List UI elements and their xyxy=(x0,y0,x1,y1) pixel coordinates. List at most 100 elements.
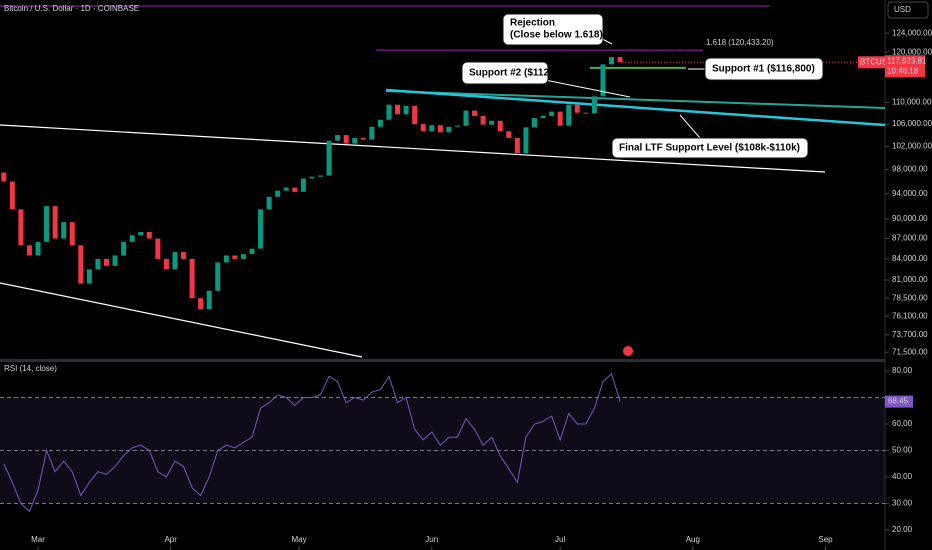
x-tick-label: Apr xyxy=(164,535,177,544)
candle-body xyxy=(352,137,358,144)
y-tick-label: 110,000.00 xyxy=(892,98,932,107)
candle-body xyxy=(249,248,255,255)
currency: USD xyxy=(894,5,911,14)
candle-body xyxy=(506,131,512,138)
candle-body xyxy=(360,137,366,140)
candle-body xyxy=(275,190,281,197)
x-tick-label: Sep xyxy=(818,535,833,544)
candle-body xyxy=(69,222,75,246)
drawings xyxy=(0,5,886,358)
candle-body xyxy=(155,238,161,259)
y-tick-label: 106,000.00 xyxy=(892,119,932,128)
symbol: BTCUSD xyxy=(860,57,893,66)
candle-body xyxy=(531,118,537,128)
candle-body xyxy=(369,126,375,140)
y-tick-label: 60.00 xyxy=(892,419,913,428)
callout-text: Support #2 ($112,000) xyxy=(469,68,572,79)
candle-body xyxy=(497,120,503,132)
y-tick-label: 87,000.00 xyxy=(892,234,928,243)
candle-body xyxy=(172,252,178,270)
callout-text: (Close below 1.618) xyxy=(510,30,603,41)
candle-body xyxy=(591,96,597,114)
candle-body xyxy=(429,125,435,132)
x-tick-label: Mar xyxy=(31,535,45,544)
candle-body xyxy=(258,209,264,249)
candle-body xyxy=(138,231,144,236)
candle-body xyxy=(309,176,315,179)
candle-body xyxy=(412,105,418,125)
x-tick-label: May xyxy=(292,535,307,544)
y-tick-label: 73,700.00 xyxy=(892,330,928,339)
candle-body xyxy=(437,125,443,133)
candle-body xyxy=(26,245,32,256)
candle-body xyxy=(283,187,289,191)
candle-body xyxy=(300,178,306,192)
candle-body xyxy=(317,175,323,177)
y-tick-label: 90,000.00 xyxy=(892,214,928,223)
candle-body xyxy=(52,206,58,239)
candle-body xyxy=(574,104,580,113)
y-tick-label: 40.00 xyxy=(892,472,913,481)
trendline xyxy=(0,124,826,173)
y-tick-label: 50.00 xyxy=(892,446,913,455)
y-tick-label: 124,000.00 xyxy=(892,28,932,37)
x-tick-label: Jun xyxy=(425,535,438,544)
candle-body xyxy=(617,57,623,63)
candle-body xyxy=(335,135,341,141)
price-tag xyxy=(885,55,925,78)
candle-body xyxy=(583,112,589,114)
candle-body xyxy=(549,111,555,116)
candle-body xyxy=(472,110,478,116)
candle-body xyxy=(206,290,212,310)
candle-body xyxy=(9,181,15,210)
candle-body xyxy=(163,258,169,270)
y-tick-label: 84,000.00 xyxy=(892,254,928,263)
rsi-tag-label: 68.45 xyxy=(888,397,909,406)
candle-body xyxy=(326,140,332,176)
y-tick-label: 80.00 xyxy=(892,366,913,375)
fib-label: 1.618 (120,433.20) xyxy=(706,38,774,47)
candle-body xyxy=(343,135,349,144)
candle-body xyxy=(18,209,24,246)
trendline xyxy=(385,88,886,127)
candle-body xyxy=(146,231,152,239)
candle-body xyxy=(112,255,118,266)
candle-body xyxy=(129,235,135,242)
callout-text: Rejection xyxy=(510,18,555,29)
candle-body xyxy=(454,125,460,127)
candle-body xyxy=(181,252,187,259)
candle-body xyxy=(95,258,101,270)
rsi-line xyxy=(3,372,621,513)
candle-body xyxy=(403,105,409,115)
symbol-tag xyxy=(858,56,885,69)
candle-body xyxy=(463,110,469,126)
candle-body xyxy=(1,172,7,182)
callout-text: Final LTF Support Level ($108k-$110k) xyxy=(619,143,800,154)
candle-body xyxy=(240,254,246,259)
candle-body xyxy=(215,262,221,291)
y-tick-label: 81,000.00 xyxy=(892,275,928,284)
callout: Support #2 ($112,000) xyxy=(461,61,631,98)
y-tick-label: 98,000.00 xyxy=(892,165,928,174)
rsi-title: RSI (14, close) xyxy=(4,364,57,373)
candle-body xyxy=(540,115,546,119)
callout-pointer xyxy=(544,79,631,98)
candle-body xyxy=(377,119,383,127)
event-icon xyxy=(623,346,633,356)
candle-body xyxy=(35,241,41,256)
candle-body xyxy=(600,64,606,97)
x-tick-label: Jul xyxy=(555,535,565,544)
countdown: 10:46:18 xyxy=(887,66,919,75)
callout-box xyxy=(461,61,549,85)
price-tag-label: 117,923.81 xyxy=(887,56,927,65)
y-tick-label: 120,000.00 xyxy=(892,47,932,56)
trendline xyxy=(0,282,363,358)
callout-box xyxy=(502,13,604,46)
candle-body xyxy=(386,104,392,120)
callout-box xyxy=(611,137,809,159)
candle-body xyxy=(198,298,204,310)
candle-body xyxy=(292,187,298,192)
y-tick-label: 76,100.00 xyxy=(892,311,928,320)
candle-body xyxy=(232,255,238,259)
